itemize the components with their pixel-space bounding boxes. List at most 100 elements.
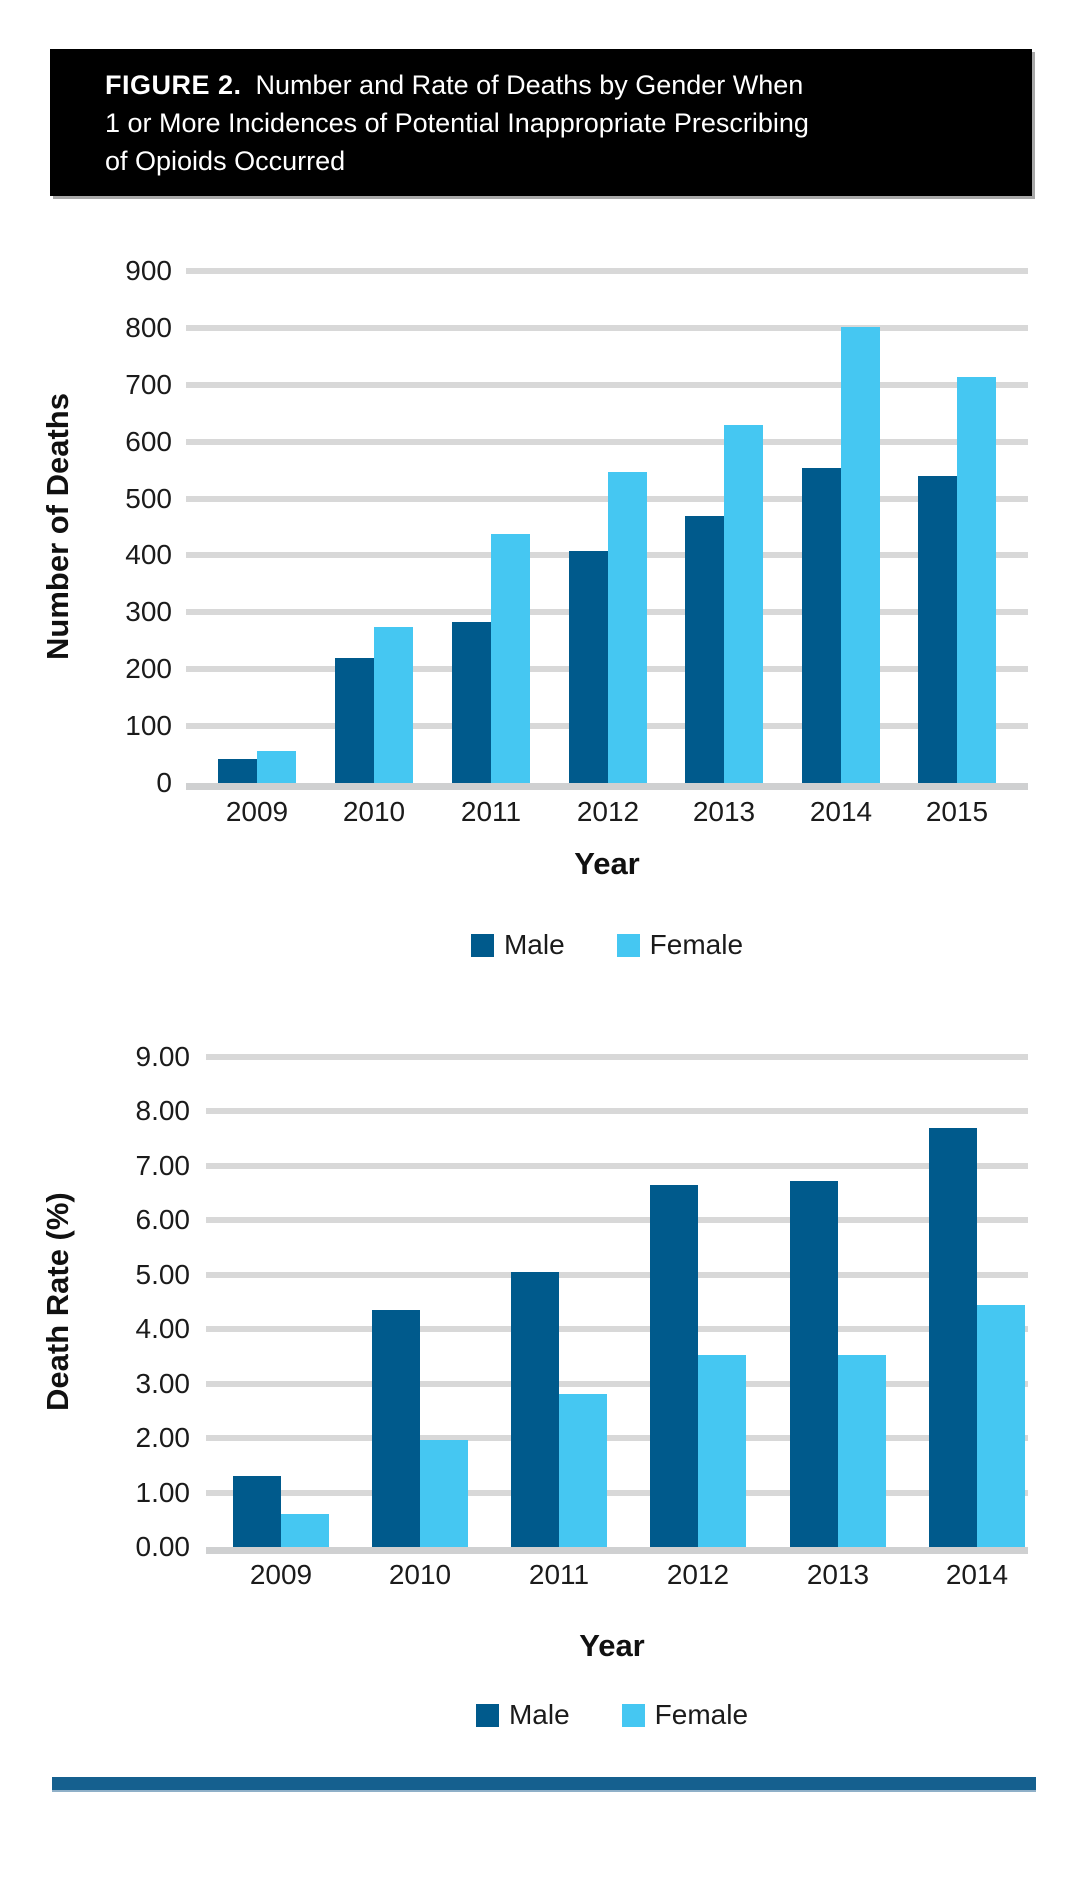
y-tick-label: 0.00 xyxy=(135,1531,191,1562)
x-tick-label-2009: 2009 xyxy=(225,796,289,827)
bar-male-2013 xyxy=(790,1181,838,1547)
gridline xyxy=(206,1054,1028,1060)
figure-number-label: FIGURE 2. xyxy=(105,70,242,100)
x-tick-label-2012: 2012 xyxy=(576,796,640,827)
x-tick-label-2014: 2014 xyxy=(945,1559,1009,1590)
y-tick-label: 4.00 xyxy=(135,1313,191,1345)
x-axis-baseline xyxy=(206,1547,1028,1554)
figure-title-text-1: Number and Rate of Deaths by Gender When xyxy=(255,70,804,100)
bottom-divider-rule xyxy=(52,1777,1036,1792)
chart2-y-axis-title: Death Rate (%) xyxy=(40,1192,75,1412)
x-tick-label-2009: 2009 xyxy=(249,1559,313,1590)
x-tick-label-2011: 2011 xyxy=(460,796,522,827)
y-tick-label: 500 xyxy=(125,482,172,514)
legend-item-male: Male xyxy=(470,929,565,960)
y-tick-label: 100 xyxy=(125,710,172,742)
y-tick-label: 300 xyxy=(125,596,172,628)
y-tick-label: 5.00 xyxy=(135,1258,191,1290)
y-tick-label: 0 xyxy=(156,767,172,798)
y-tick-label: 7.00 xyxy=(135,1149,191,1181)
x-tick-label-2012: 2012 xyxy=(666,1559,730,1590)
bar-female-2013 xyxy=(838,1355,886,1547)
bar-male-2014 xyxy=(802,468,841,783)
legend-item-male: Male xyxy=(475,1699,570,1730)
chart2-legend: Male Female xyxy=(362,1700,862,1730)
gridline xyxy=(206,1435,1028,1442)
bar-female-2013 xyxy=(724,424,763,783)
legend-label-male: Male xyxy=(508,1699,570,1730)
figure-title-line-3: of Opioids Occurred xyxy=(105,146,346,176)
x-tick-label-2014: 2014 xyxy=(809,796,873,827)
gridline xyxy=(186,438,1028,445)
y-tick-label: 200 xyxy=(125,653,172,685)
figure-title-line-1: FIGURE 2. Number and Rate of Deaths by Ge… xyxy=(105,66,1002,104)
bar-female-2012 xyxy=(698,1354,746,1547)
legend-item-female: Female xyxy=(621,1699,749,1730)
chart2-x-axis-title: Year xyxy=(579,1628,645,1663)
bar-female-2009 xyxy=(281,1514,329,1547)
y-tick-label: 6.00 xyxy=(135,1204,191,1236)
bar-female-2011 xyxy=(559,1393,607,1547)
y-tick-label: 9.00 xyxy=(135,1041,191,1072)
gridline xyxy=(186,495,1028,502)
gridline xyxy=(206,1217,1028,1224)
bar-male-2010 xyxy=(372,1310,420,1547)
y-tick-label: 800 xyxy=(125,311,172,343)
x-tick-label-2010: 2010 xyxy=(342,796,406,827)
bar-female-2010 xyxy=(420,1439,468,1547)
bar-male-2015 xyxy=(918,475,957,783)
y-tick-label: 900 xyxy=(125,255,172,286)
y-tick-label: 400 xyxy=(125,539,172,571)
y-tick-label: 8.00 xyxy=(135,1095,191,1127)
y-tick-label: 600 xyxy=(125,425,172,457)
bar-male-2009 xyxy=(218,758,257,783)
bar-female-2015 xyxy=(957,376,996,783)
x-axis-baseline xyxy=(186,783,1028,790)
chart1-y-axis-title: Number of Deaths xyxy=(40,393,75,661)
bar-male-2011 xyxy=(511,1272,559,1547)
bar-female-2012 xyxy=(608,472,647,783)
bar-male-2011 xyxy=(452,622,491,783)
gridline xyxy=(206,1326,1028,1333)
bar-female-2014 xyxy=(977,1304,1025,1547)
bar-male-2009 xyxy=(233,1476,281,1547)
gridline xyxy=(206,1380,1028,1387)
x-tick-label-2011: 2011 xyxy=(528,1559,590,1590)
legend-item-female: Female xyxy=(616,929,744,960)
figure-title-line-2: 1 or More Incidences of Potential Inappr… xyxy=(105,108,809,138)
bar-female-2014 xyxy=(841,326,880,783)
legend-swatch-female xyxy=(616,933,640,957)
figure-header-banner: FIGURE 2. Number and Rate of Deaths by Ge… xyxy=(50,49,1032,196)
bar-female-2009 xyxy=(257,750,296,783)
x-tick-label-2010: 2010 xyxy=(388,1559,452,1590)
y-tick-label: 2.00 xyxy=(135,1422,191,1454)
gridline xyxy=(206,1108,1028,1115)
bar-male-2014 xyxy=(929,1127,977,1547)
gridline xyxy=(186,381,1028,388)
bar-male-2012 xyxy=(569,550,608,783)
bar-female-2011 xyxy=(491,534,530,783)
y-tick-label: 700 xyxy=(125,368,172,400)
chart1-x-axis-title: Year xyxy=(574,846,640,881)
chart1-legend: Male Female xyxy=(357,930,857,960)
legend-swatch-male xyxy=(470,933,494,957)
legend-label-male: Male xyxy=(503,929,565,960)
bar-female-2010 xyxy=(374,627,413,783)
x-tick-label-2013: 2013 xyxy=(806,1559,870,1590)
legend-label-female: Female xyxy=(649,929,744,960)
gridline xyxy=(206,1162,1028,1169)
x-tick-label-2015: 2015 xyxy=(925,796,989,827)
gridline xyxy=(186,268,1028,274)
gridline xyxy=(206,1271,1028,1278)
x-tick-label-2013: 2013 xyxy=(692,796,756,827)
y-tick-label: 3.00 xyxy=(135,1367,191,1399)
bar-male-2010 xyxy=(335,657,374,783)
gridline xyxy=(186,324,1028,331)
legend-label-female: Female xyxy=(654,1699,749,1730)
bar-male-2013 xyxy=(685,515,724,783)
legend-swatch-female xyxy=(621,1703,645,1727)
gridline xyxy=(206,1489,1028,1496)
bar-male-2012 xyxy=(650,1184,698,1547)
y-tick-label: 1.00 xyxy=(135,1476,191,1508)
